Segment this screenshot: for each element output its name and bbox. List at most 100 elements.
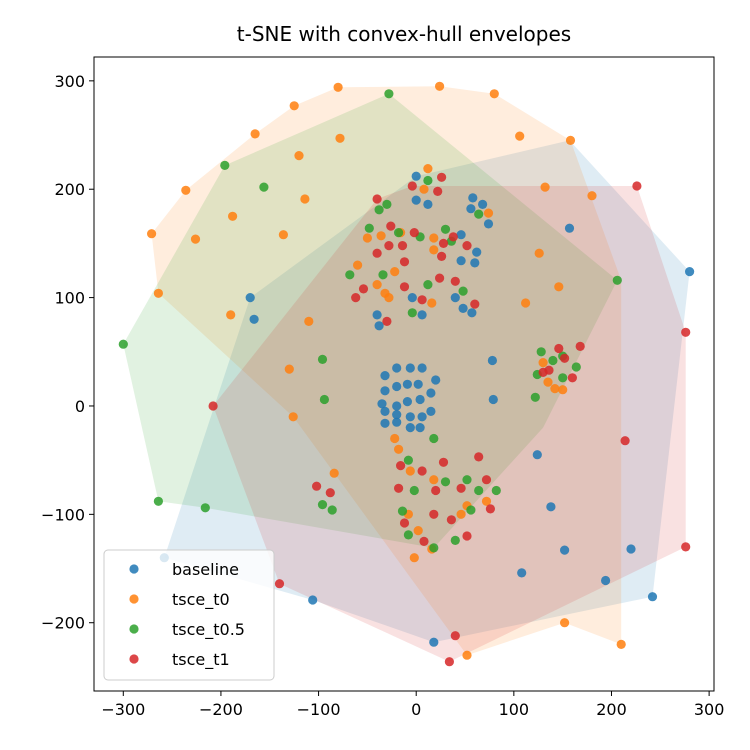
point-baseline-41 <box>245 293 255 303</box>
point-baseline-12 <box>415 394 425 405</box>
point-tsce_t1-47 <box>462 531 472 541</box>
point-tsce_t1-43 <box>399 518 410 528</box>
point-tsce_t1-29 <box>575 341 585 351</box>
point-tsce_t1-20 <box>450 276 460 286</box>
point-tsce_t1-9 <box>399 257 410 267</box>
point-tsce_t0-5-22 <box>548 355 558 366</box>
point-tsce_t0-53 <box>409 553 419 563</box>
point-baseline-17 <box>417 412 427 422</box>
point-baseline-32 <box>472 247 482 257</box>
legend-label-tsce_t1: tsce_t1 <box>172 650 230 670</box>
chart-title: t-SNE with convex-hull envelopes <box>237 22 571 46</box>
point-tsce_t0-51 <box>413 526 423 536</box>
point-tsce_t1-28 <box>567 373 578 383</box>
point-tsce_t1-30 <box>208 401 218 411</box>
point-tsce_t1-15 <box>351 293 361 303</box>
x-tick-label: 0 <box>411 700 421 719</box>
point-tsce_t1-7 <box>397 241 408 251</box>
legend-label-baseline: baseline <box>172 560 239 579</box>
legend: baseline tsce_t0 tsce_t0.5 tsce_t1 <box>103 549 275 681</box>
y-axis: −200 −100 0 100 200 300 <box>41 72 94 633</box>
point-tsce_t0-57 <box>565 135 576 145</box>
y-tick-label: 200 <box>54 180 85 199</box>
point-tsce_t0-5-24 <box>571 362 581 372</box>
point-baseline-9 <box>377 399 387 409</box>
point-baseline-7 <box>413 379 423 389</box>
point-tsce_t1-33 <box>396 461 406 471</box>
legend-label-tsce_t0: tsce_t0 <box>172 590 230 610</box>
point-tsce_t0-12 <box>190 234 201 244</box>
point-tsce_t1-17 <box>382 316 392 326</box>
point-tsce_t0-5-35 <box>491 485 501 496</box>
point-tsce_t0-29 <box>372 280 382 290</box>
point-tsce_t1-16 <box>399 282 410 292</box>
point-baseline-48 <box>560 545 570 555</box>
point-baseline-34 <box>450 293 460 303</box>
point-tsce_t1-6 <box>384 241 394 251</box>
point-baseline-14 <box>380 418 390 428</box>
point-tsce_t1-34 <box>417 466 427 476</box>
point-tsce_t1-49 <box>450 631 460 641</box>
point-tsce_t0-35 <box>521 298 531 308</box>
point-tsce_t1-38 <box>431 485 441 496</box>
point-tsce_t0-10 <box>300 194 310 204</box>
point-tsce_t0-5-33 <box>462 475 472 485</box>
point-tsce_t0-56 <box>616 639 626 650</box>
point-tsce_t0-23 <box>587 191 597 201</box>
point-baseline-52 <box>685 267 695 277</box>
point-tsce_t0-3 <box>289 101 299 111</box>
point-tsce_t0-5-19 <box>317 354 328 364</box>
plot-frame <box>93 56 715 692</box>
point-tsce_t1-10 <box>438 238 449 248</box>
point-tsce_t0-5-15 <box>423 280 433 290</box>
point-tsce_t0-32 <box>429 233 439 243</box>
point-baseline-11 <box>402 397 412 407</box>
point-baseline-45 <box>532 450 542 460</box>
point-baseline-35 <box>458 303 468 313</box>
point-tsce_t1-26 <box>554 343 564 354</box>
point-baseline-3 <box>417 363 427 373</box>
point-tsce_t0-26 <box>376 231 386 241</box>
point-baseline-4 <box>380 386 390 396</box>
point-tsce_t1-35 <box>438 457 449 467</box>
point-tsce_t0-5-20 <box>319 394 329 405</box>
point-baseline-15 <box>392 410 402 420</box>
point-tsce_t1-0 <box>407 181 417 191</box>
points-layer <box>118 81 695 667</box>
point-tsce_t0-31 <box>384 293 394 303</box>
point-baseline-1 <box>392 363 402 373</box>
point-tsce_t0-38 <box>538 358 548 368</box>
point-tsce_t0-40 <box>550 384 560 394</box>
point-tsce_t0-5-34 <box>474 485 484 496</box>
point-baseline-43 <box>487 355 497 366</box>
point-tsce_t0-44 <box>405 466 415 476</box>
point-tsce_t0-14 <box>153 288 163 298</box>
legend-marker-tsce_t1 <box>129 654 139 664</box>
point-tsce_t0-5-32 <box>403 530 413 540</box>
point-tsce_t0-5-2 <box>259 182 269 192</box>
point-tsce_t1-13 <box>437 251 447 261</box>
legend-marker-tsce_t0-5 <box>129 624 139 634</box>
legend-marker-baseline <box>129 564 139 574</box>
point-tsce_t0-5-28 <box>429 433 439 444</box>
point-tsce_t1-8 <box>372 248 382 258</box>
point-baseline-30 <box>456 230 466 240</box>
point-tsce_t0-5-11 <box>440 224 451 234</box>
hull-tsce_t0-5 <box>123 93 618 548</box>
point-tsce_t1-22 <box>632 181 642 191</box>
point-tsce_t0-22 <box>540 182 550 192</box>
point-tsce_t0-5-13 <box>474 209 484 219</box>
point-baseline-39 <box>374 321 384 331</box>
point-tsce_t0-5-26 <box>558 373 568 383</box>
point-baseline-2 <box>405 363 415 373</box>
point-tsce_t0-54 <box>462 650 472 660</box>
point-tsce_t0-33 <box>429 245 439 255</box>
point-baseline-40 <box>407 293 417 303</box>
point-tsce_t0-25 <box>353 260 363 270</box>
point-baseline-23 <box>411 171 421 181</box>
point-baseline-33 <box>456 256 466 266</box>
point-baseline-5 <box>392 381 402 392</box>
x-tick-label: 100 <box>499 700 530 719</box>
point-baseline-49 <box>626 544 636 554</box>
